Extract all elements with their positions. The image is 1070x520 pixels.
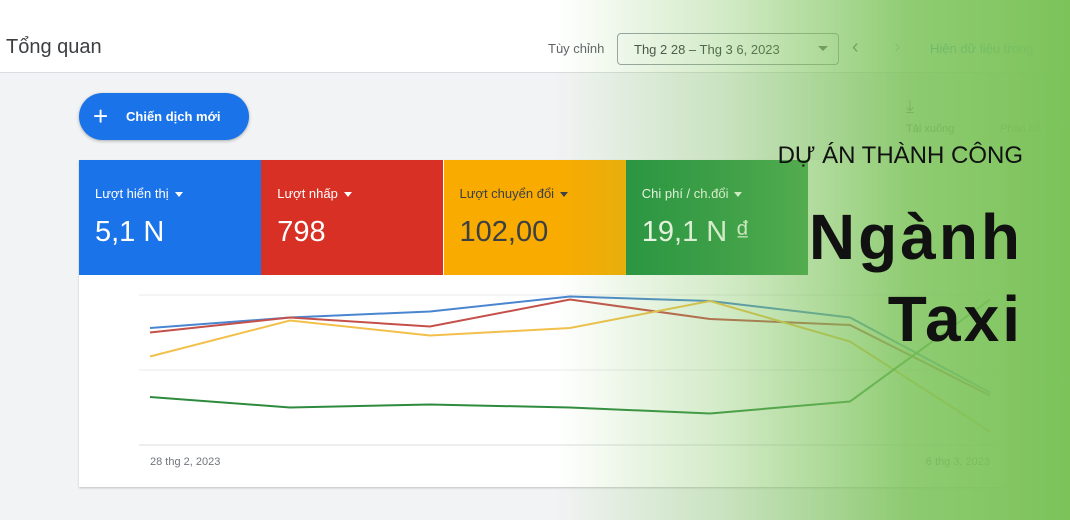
x-tick-label: 28 thg 2, 2023 [150,456,220,468]
next-arrow[interactable]: › [894,36,901,58]
metric-label: Lượt nhấp [277,186,338,201]
prev-arrow[interactable]: ‹ [852,36,859,58]
button-label: Chiến dịch mới [126,109,221,124]
metric-label: Lượt chuyển đổi [459,186,555,201]
metric-label-row: Lượt chuyển đổi [460,186,569,201]
metric-label: Lượt hiển thị [95,186,169,201]
overlay-title: Taxi [887,283,1023,355]
caret [343,192,352,198]
new-campaign-button[interactable]: + Chiến dịch mới [79,93,249,140]
date-range: Thg 2 28 – Thg 3 6, 2023 [634,42,780,57]
header: Tổng quan Tùy chỉnh Thg 2 28 – Thg 3 6, … [0,0,1070,73]
date-dropdown[interactable]: Thg 2 28 – Thg 3 6, 2023 [617,33,839,65]
metric-card[interactable]: Lượt chuyển đổi 102,00 [443,160,626,275]
series-line [149,298,991,415]
metric-value: 19,1 N ₫ [641,216,751,248]
overlay-kicker: DỰ ÁN THÀNH CÔNG [777,142,1023,169]
metric-card[interactable]: Chi phí / ch.đổi 19,1 N ₫ [625,160,808,275]
metric-value: 102,00 [459,216,549,248]
series-line [149,295,991,394]
download-label: Tải xuống [906,123,955,135]
metric-label-row: Chi phí / ch.đổi [642,186,743,201]
series-line [149,299,991,433]
download-icon[interactable]: ⤓ [906,96,914,116]
caret [174,192,183,198]
metric-card[interactable]: Lượt nhấp 798 [261,160,444,275]
metric-label-row: Lượt nhấp [277,186,352,201]
metric-value: 5,1 N [95,216,165,248]
series-line [149,298,991,397]
metric-label: Chi phí / ch.đổi [641,186,729,201]
caret [818,46,828,51]
range-label: Tùy chỉnh [548,41,605,56]
page-title: Tổng quan [6,36,102,58]
metric-label-row: Lượt hiển thị [95,186,183,201]
plus-icon: + [93,101,109,131]
attribution-label: Phân bổ [1000,123,1041,135]
show-data[interactable]: Hiện dữ liệu trong [930,41,1034,56]
metric-value: 798 [277,216,326,248]
caret [560,192,569,198]
overlay-title: Ngành [808,201,1023,273]
x-tick-label: 6 thg 3, 2023 [926,456,990,468]
metric-card[interactable]: Lượt hiển thị 5,1 N [79,160,261,275]
caret [734,192,743,198]
